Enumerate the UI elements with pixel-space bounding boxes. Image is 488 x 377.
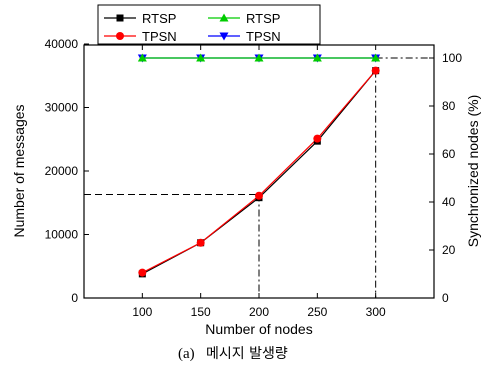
x-axis-title: Number of nodes [205,321,312,337]
axes: 100 150 200 250 300 0 10000 20000 30000 40000 0 20 4… [45,37,463,319]
right-y-tick-label: 100 [442,51,462,65]
legend-label: RTSP [142,11,176,26]
legend-marker [219,32,229,41]
x-tick-label: 100 [132,305,152,319]
data-point [254,53,264,62]
right-y-tick-label: 60 [442,147,456,161]
x-tick-label: 200 [249,305,269,319]
right-y-tick-label: 80 [442,99,456,113]
data-point [255,191,263,200]
data-point [312,53,322,62]
legend-label: TPSN [246,29,281,44]
left-y-tick-label: 40000 [45,37,79,51]
legend: RTSP TPSN RTSP TPSN [97,4,321,45]
legend-label: TPSN [142,29,177,44]
left-y-tick-label: 20000 [45,164,79,178]
caption: (a) 메시지 발생량 [178,346,288,362]
caption-prefix: (a) [178,346,195,362]
x-tick-label: 250 [307,305,327,319]
series-markers [137,53,381,278]
data-point [137,53,147,62]
data-point [196,238,205,247]
reference-lines [84,57,434,298]
right-y-tick-label: 0 [442,291,449,305]
data-point [138,268,147,277]
left-y-tick-label: 0 [71,291,78,305]
legend-marker [219,13,229,22]
right-y-tick-label: 40 [442,195,456,209]
data-point [371,66,380,75]
legend-marker [116,14,124,22]
left-y-axis-title: Number of messages [11,104,27,237]
data-point [196,53,206,62]
left-y-tick-label: 10000 [45,228,79,242]
data-point [371,53,381,62]
right-y-axis-title: Synchronized nodes (%) [465,95,481,248]
legend-label: RTSP [246,11,280,26]
caption-text: 메시지 발생량 [206,346,288,362]
left-y-tick-label: 30000 [45,101,79,115]
legend-box [97,4,321,45]
x-tick-label: 150 [191,305,211,319]
legend-marker [116,32,124,40]
data-point [313,134,322,143]
right-y-tick-label: 20 [442,243,456,257]
x-tick-label: 300 [366,305,386,319]
